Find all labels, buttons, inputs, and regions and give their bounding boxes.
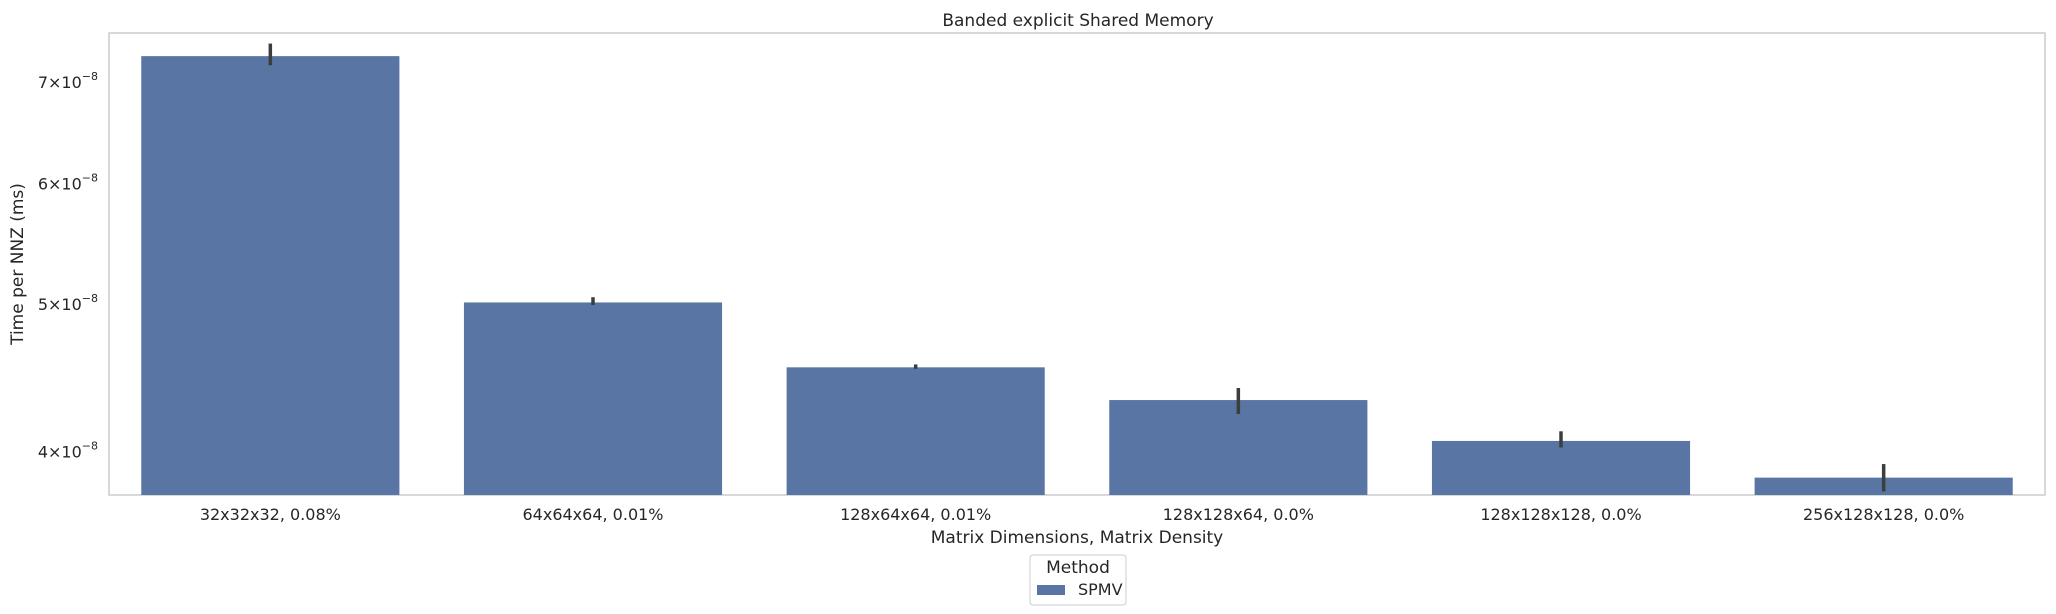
x-tick-label: 32x32x32, 0.08% <box>200 505 341 524</box>
plot-area <box>108 32 2046 496</box>
y-tick-label: 7×10−8 <box>38 70 98 92</box>
legend-entry-label: SPMV <box>1078 580 1123 599</box>
y-tick-label: 4×10−8 <box>38 439 98 461</box>
legend: Method SPMV <box>1029 554 1127 606</box>
bar <box>1109 400 1368 495</box>
x-tick-label: 128x128x64, 0.0% <box>1163 505 1314 524</box>
legend-title: Method <box>1046 558 1110 578</box>
y-tick-label: 6×10−8 <box>38 172 98 194</box>
legend-swatch <box>1037 585 1065 595</box>
bars-group <box>141 56 2013 496</box>
x-tick-label: 128x64x64, 0.01% <box>840 505 991 524</box>
x-tick-labels: 32x32x32, 0.08% 64x64x64, 0.01% 128x64x64,… <box>200 505 1965 524</box>
chart-title: Banded explicit Shared Memory <box>942 11 1213 31</box>
x-tick-label: 64x64x64, 0.01% <box>522 505 663 524</box>
y-tick-labels: 4×10−8 5×10−8 6×10−8 7×10−8 <box>38 70 98 461</box>
error-bars-group <box>268 43 1886 492</box>
bar <box>141 56 400 496</box>
x-tick-label: 128x128x128, 0.0% <box>1480 505 1641 524</box>
x-axis-label: Matrix Dimensions, Matrix Density <box>931 528 1224 548</box>
bar <box>463 302 723 495</box>
bar <box>1431 440 1691 495</box>
y-axis-label: Time per NNZ (ms) <box>8 183 28 346</box>
x-tick-label: 256x128x128, 0.0% <box>1803 505 1964 524</box>
bar <box>786 367 1045 495</box>
y-tick-label: 5×10−8 <box>38 292 98 314</box>
